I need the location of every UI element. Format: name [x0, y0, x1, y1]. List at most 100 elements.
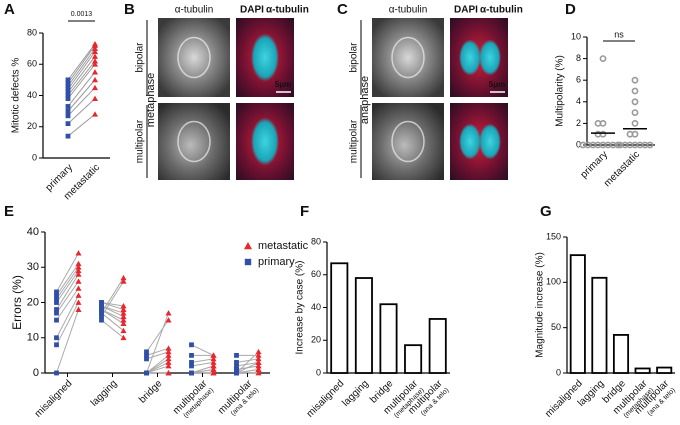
pair-line [191, 368, 214, 374]
pair-line [67, 71, 96, 107]
dot [631, 76, 639, 84]
p-value: 0.0013 [71, 11, 93, 18]
y-tick-label: 8 [576, 53, 581, 63]
pair-line [236, 361, 259, 374]
bar [354, 277, 373, 374]
triangle-marker [165, 355, 172, 362]
triangle-marker [75, 278, 82, 284]
phase-label: metaphase [145, 73, 157, 127]
y-tick-label: 30 [27, 261, 39, 273]
stain-label: α-tubulin [266, 5, 309, 16]
pair-line [146, 365, 169, 374]
square-marker [234, 363, 239, 369]
y-tick-label: 10 [571, 31, 581, 41]
square-marker [54, 296, 59, 302]
spindle [177, 36, 211, 79]
square-marker [99, 314, 104, 319]
bar [569, 254, 586, 374]
pair-line [191, 365, 214, 374]
bar [404, 344, 423, 374]
square-marker [54, 289, 59, 295]
square-marker [189, 360, 194, 365]
pair-line [67, 98, 96, 124]
triangle-marker [210, 352, 217, 358]
micrograph-gray [372, 18, 444, 97]
y-tick-label: 0 [556, 367, 561, 377]
triangle-marker [92, 48, 98, 55]
triangle-marker [255, 362, 262, 369]
triangle-marker [210, 366, 217, 372]
bar [634, 367, 651, 374]
chromatin [459, 39, 481, 76]
spindle [391, 120, 425, 163]
spindle [391, 36, 425, 79]
pair-line [146, 319, 169, 353]
micrograph-gray [372, 103, 444, 180]
dot [631, 87, 639, 95]
square-marker [54, 300, 59, 305]
row-label: multipolar [349, 119, 360, 163]
triangle-marker [255, 359, 262, 365]
panel-letter: D [565, 1, 576, 18]
triangle-marker [92, 53, 98, 59]
pair-line [236, 351, 259, 374]
pair-line [67, 56, 96, 93]
pair-line [101, 319, 124, 339]
x-tick-label: bridge [137, 378, 165, 406]
y-axis-label: Multipolarity (%) [555, 55, 566, 127]
square-marker [54, 307, 59, 312]
square-marker [144, 370, 149, 376]
y-tick-label: 0 [32, 152, 37, 162]
square-marker [54, 317, 59, 323]
pair-line [56, 274, 79, 310]
square-marker [65, 121, 71, 127]
row-label: multipolar [135, 119, 146, 163]
y-tick-label: 40 [311, 302, 321, 312]
triangle-marker [210, 362, 217, 369]
pair-line [101, 281, 124, 317]
triangle-marker [120, 327, 127, 334]
triangle-marker [120, 274, 127, 281]
triangle-marker [210, 355, 217, 362]
triangle-marker [255, 370, 262, 376]
x-tick-label: lagging [89, 378, 120, 409]
triangle-marker [165, 317, 172, 323]
triangle-marker [165, 359, 172, 365]
triangle-marker [120, 334, 127, 341]
triangle-marker [244, 242, 252, 250]
pair-line [67, 79, 96, 112]
legend-label: primary [258, 256, 295, 268]
bar [612, 334, 630, 374]
bar [656, 366, 673, 374]
square-marker [65, 93, 71, 98]
dot [599, 55, 607, 62]
chromatin [251, 117, 279, 166]
scale-label: 5μm [275, 80, 291, 89]
triangle-marker [92, 76, 98, 83]
pair-line [67, 45, 96, 84]
y-tick-label: 6 [576, 75, 581, 85]
square-marker [234, 367, 239, 372]
triangle-marker [165, 310, 172, 316]
stain-label: α-tubulin [389, 5, 428, 16]
square-marker [234, 370, 239, 376]
pair-line [56, 302, 79, 346]
y-axis-label: Magnitude increase (%) [535, 252, 546, 358]
pair-line [191, 344, 214, 356]
square-marker [54, 293, 59, 298]
y-tick-label: 10 [27, 332, 39, 344]
x-tick-label: lagging [340, 378, 371, 409]
y-tick-label: 100 [546, 277, 561, 287]
y-tick-label: 0 [316, 367, 321, 377]
square-marker [65, 113, 71, 119]
square-marker [65, 77, 71, 83]
triangle-marker [255, 355, 262, 362]
panel-letter: G [540, 203, 552, 220]
dot [594, 130, 602, 138]
stain-label: DAPI [454, 5, 478, 16]
square-marker [189, 352, 194, 358]
dot [626, 130, 634, 138]
panel-letter: F [300, 203, 309, 220]
x-tick-label: misaligned [33, 378, 75, 420]
